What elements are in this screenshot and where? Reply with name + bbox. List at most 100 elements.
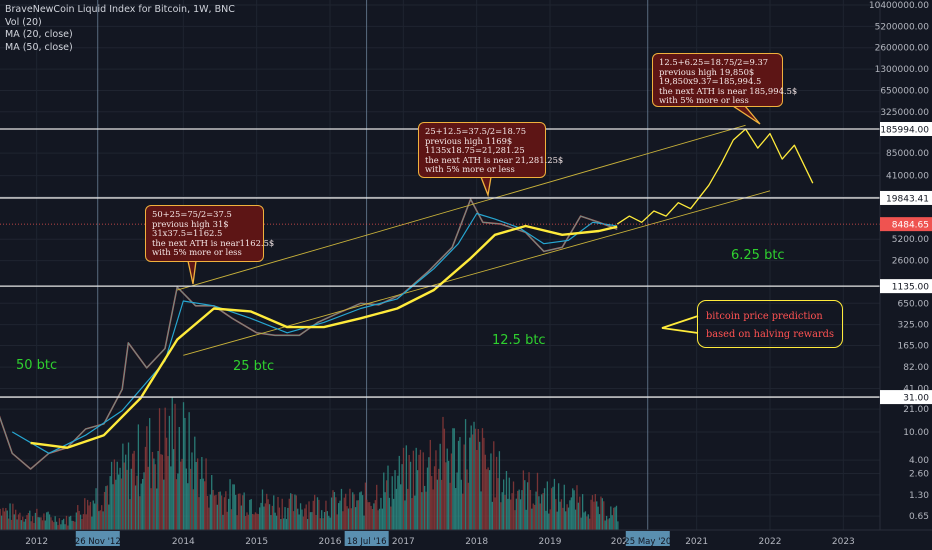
- volume-bar: [394, 470, 396, 530]
- volume-bar: [91, 516, 93, 530]
- volume-bar: [209, 494, 211, 530]
- volume-bar: [438, 468, 440, 530]
- volume-bar: [387, 465, 389, 530]
- volume-bar: [165, 437, 168, 530]
- indicator-volume[interactable]: Vol (20): [5, 16, 42, 28]
- volume-bar: [27, 513, 30, 530]
- volume-bar: [277, 496, 279, 530]
- volume-bar: [103, 491, 106, 530]
- volume-bar: [565, 511, 567, 530]
- volume-bar: [519, 499, 522, 530]
- prediction-line: based on halving rewards: [706, 329, 834, 340]
- volume-bar: [415, 447, 417, 530]
- volume-bar: [384, 492, 386, 530]
- callout-line: previous high 1169$: [425, 135, 513, 146]
- volume-bar: [246, 512, 248, 530]
- callout-line: 50+25=75/2=37.5: [152, 209, 232, 219]
- volume-bar: [260, 502, 262, 530]
- volume-bar: [117, 474, 120, 530]
- volume-bar: [36, 508, 38, 530]
- volume-bar: [115, 479, 117, 530]
- volume-bar: [171, 397, 173, 530]
- reward-label-25: 25 btc: [233, 359, 275, 374]
- volume-bar: [268, 504, 271, 530]
- volume-bar: [105, 486, 107, 530]
- volume-bar: [220, 495, 223, 530]
- volume-bar: [486, 469, 488, 530]
- volume-bar: [149, 418, 151, 530]
- volume-bar: [464, 419, 467, 530]
- volume-bar: [346, 506, 348, 530]
- volume-bar: [311, 512, 313, 530]
- volume-bar: [402, 447, 405, 530]
- level-label-box: [880, 390, 932, 405]
- indicator-ma20[interactable]: MA (20, close): [5, 29, 73, 41]
- price-tick-label: 21.00: [903, 405, 929, 415]
- volume-bar: [266, 493, 268, 530]
- volume-bar: [414, 495, 416, 530]
- callout-line: the next ATH is near 21,281.25$: [425, 154, 564, 165]
- volume-bar: [610, 506, 612, 530]
- indicator-ma50[interactable]: MA (50, close): [5, 41, 73, 53]
- year-tick-label: 2023: [832, 537, 855, 547]
- volume-bar: [216, 504, 219, 530]
- volume-bar: [65, 515, 68, 530]
- price-tick-label: 5200000.00: [875, 22, 930, 32]
- volume-bar: [505, 470, 508, 530]
- symbol-title[interactable]: BraveNewCoin Liquid Index for Bitcoin, 1…: [5, 4, 235, 15]
- volume-bar: [342, 511, 344, 530]
- volume-bar: [347, 508, 350, 530]
- volume-bar: [243, 492, 245, 530]
- volume-bar: [471, 434, 474, 530]
- volume-bar: [249, 499, 251, 530]
- volume-bar: [569, 500, 571, 530]
- volume-bar: [13, 514, 15, 530]
- volume-bar: [5, 508, 7, 530]
- volume-bar: [127, 442, 130, 530]
- volume-bar: [288, 498, 290, 530]
- volume-bar: [474, 428, 477, 530]
- volume-bar: [589, 518, 591, 530]
- volume-bar: [385, 480, 388, 530]
- volume-bar: [563, 484, 565, 530]
- halving-marker-label: 18 Jul '16: [347, 537, 387, 547]
- volume-bar: [557, 483, 560, 530]
- volume-bar: [136, 475, 138, 530]
- volume-bar: [144, 446, 147, 530]
- callout-first-halving: 50+25=75/2=37.5 previous high 31$ 31x37.…: [145, 205, 274, 262]
- volume-bar: [89, 501, 92, 530]
- volume-bar: [566, 504, 568, 530]
- volume-bar: [508, 477, 510, 530]
- level-label-box: [880, 190, 932, 205]
- volume-bar: [363, 515, 365, 530]
- volume-bar: [473, 421, 475, 530]
- volume-bar: [511, 493, 513, 530]
- volume-bar: [302, 516, 305, 530]
- volume-bar: [10, 519, 13, 530]
- volume-bar: [294, 494, 296, 530]
- volume-bar: [594, 494, 596, 530]
- volume-bar: [305, 504, 307, 530]
- volume-bar: [94, 503, 96, 530]
- volume-bar: [242, 495, 244, 530]
- volume-bar: [161, 454, 164, 530]
- volume-bar: [333, 492, 336, 530]
- volume-bar: [282, 518, 285, 530]
- volume-bar: [529, 489, 532, 530]
- volume-bar: [425, 491, 427, 530]
- volume-bar: [435, 450, 437, 530]
- volume-bar: [110, 461, 113, 530]
- volume-bar: [58, 518, 61, 530]
- price-tick-label: 2600000.00: [875, 44, 930, 54]
- price-tick-label: 41000.00: [886, 172, 929, 182]
- callout-line: previous high 19,850$: [659, 66, 755, 77]
- volume-bar: [70, 515, 72, 530]
- volume-bar: [329, 517, 331, 530]
- volume-bar: [256, 513, 258, 530]
- volume-bar: [366, 499, 368, 530]
- volume-bar: [44, 520, 46, 530]
- volume-bar: [40, 517, 42, 530]
- callout-third-halving: 12.5+6.25=18.75/2=9.37 previous high 19,…: [652, 53, 797, 107]
- year-tick-label: 2022: [759, 537, 782, 547]
